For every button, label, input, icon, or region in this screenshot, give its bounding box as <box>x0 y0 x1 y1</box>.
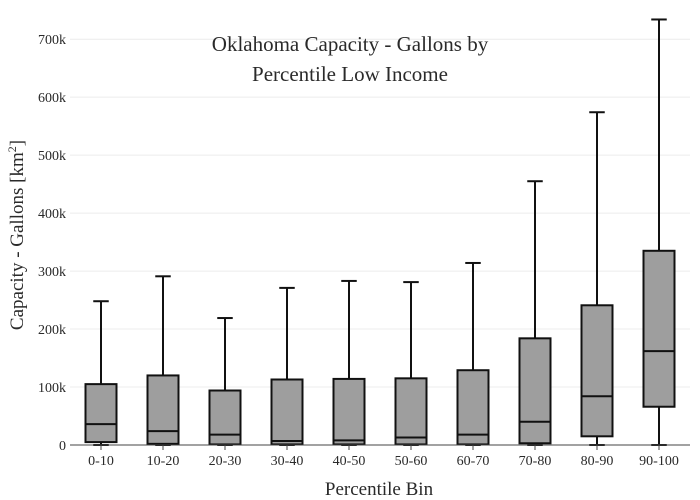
x-tick-label: 10-20 <box>147 454 180 469</box>
x-tick-label: 0-10 <box>88 454 114 469</box>
x-tick-label: 60-70 <box>457 454 490 469</box>
y-tick-label: 700k <box>38 33 66 48</box>
x-tick-label: 20-30 <box>209 454 242 469</box>
gridlines <box>70 38 690 388</box>
iqr-box <box>270 378 304 446</box>
x-axis-ticks: 0-10 10-20 20-30 30-40 40-50 50-60 60-70 70-80 8… <box>88 445 679 469</box>
box-40-50 <box>332 279 366 446</box>
box-20-30 <box>208 317 242 446</box>
y-tick-label: 300k <box>38 265 66 280</box>
box-70-80 <box>518 180 552 446</box>
box-60-70 <box>456 261 490 446</box>
y-tick-label: 400k <box>38 207 66 222</box>
box-0-10 <box>84 300 118 446</box>
y-tick-label: 100k <box>38 381 66 396</box>
iqr-box <box>146 374 180 445</box>
iqr-box <box>642 249 676 408</box>
iqr-box <box>332 377 366 446</box>
x-tick-label: 50-60 <box>395 454 428 469</box>
iqr-box <box>208 389 242 446</box>
iqr-box <box>456 369 490 446</box>
x-tick-label: 40-50 <box>333 454 366 469</box>
x-tick-label: 70-80 <box>519 454 552 469</box>
box-80-90 <box>580 111 614 446</box>
y-tick-label: 0 <box>59 439 66 454</box>
y-axis-title-superscript: 2 <box>5 146 19 152</box>
chart-title-line-2: Percentile Low Income <box>252 62 448 86</box>
box-90-100 <box>642 18 676 446</box>
iqr-box <box>580 304 614 438</box>
x-tick-label: 30-40 <box>271 454 304 469</box>
chart-title-line-1: Oklahoma Capacity - Gallons by <box>212 32 489 56</box>
iqr-box <box>84 383 118 444</box>
x-tick-label: 80-90 <box>581 454 614 469</box>
iqr-box <box>518 337 552 445</box>
y-tick-label: 600k <box>38 91 66 106</box>
box-30-40 <box>270 286 304 446</box>
iqr-box <box>394 377 428 446</box>
box-50-60 <box>394 281 428 446</box>
x-axis-title: Percentile Bin <box>325 479 434 500</box>
y-axis-ticks: 0 100k 200k 300k 400k 500k 600k 700k <box>38 33 66 454</box>
x-tick-label: 90-100 <box>639 454 679 469</box>
y-axis-title-close: ] <box>7 140 28 146</box>
y-axis-title: Capacity - Gallons [km2] <box>5 140 28 330</box>
y-axis-title-main: Capacity - Gallons [km <box>7 152 28 330</box>
box-series <box>84 18 676 446</box>
box-10-20 <box>146 275 180 446</box>
y-tick-label: 200k <box>38 323 66 338</box>
y-tick-label: 500k <box>38 149 66 164</box>
